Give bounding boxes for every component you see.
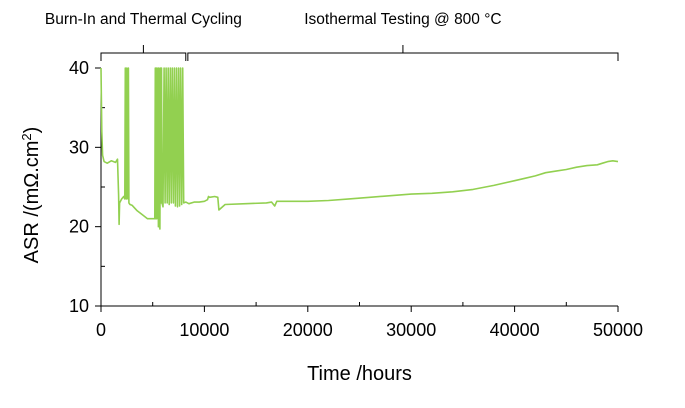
y-tick-label: 10 [69,296,89,316]
annotation-brackets: Burn-In and Thermal Cycling Isothermal Te… [45,11,619,61]
y-axis-title-main: ASR /(mΩ.cm [21,141,43,264]
asr-series-line [100,67,619,230]
y-axis-title: ASR /(mΩ.cm2) [19,127,44,264]
plot-area [100,67,619,230]
annotation-label-1: Burn-In and Thermal Cycling [45,11,242,28]
annotation-bracket-2 [187,45,619,61]
x-tick-label: 10000 [179,320,229,340]
tick-marks [95,67,619,312]
y-axis-title-close: ) [21,127,43,134]
annotation-bracket-1 [100,45,187,61]
x-tick-label: 0 [96,320,106,340]
x-tick-label: 40000 [490,320,540,340]
x-tick-label: 20000 [283,320,333,340]
y-tick-label: 20 [69,217,89,237]
x-tick-label: 30000 [386,320,436,340]
y-axis-title-superscript: 2 [19,133,34,140]
y-tick-label: 30 [69,137,89,157]
tick-labels: 10 20 30 40 0 10000 20000 30000 40000 50000 [69,58,643,340]
y-tick-label: 40 [69,58,89,78]
annotation-label-2: Isothermal Testing @ 800 °C [304,11,501,28]
x-tick-label: 50000 [593,320,643,340]
x-axis-title: Time /hours [307,363,412,385]
